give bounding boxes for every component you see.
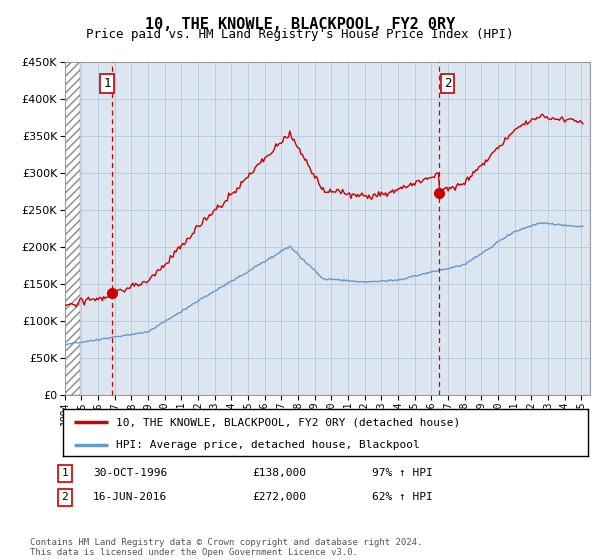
Bar <box>65 62 80 395</box>
Text: HPI: Average price, detached house, Blackpool: HPI: Average price, detached house, Blac… <box>115 440 419 450</box>
Text: Price paid vs. HM Land Registry's House Price Index (HPI): Price paid vs. HM Land Registry's House … <box>86 28 514 41</box>
Text: 62% ↑ HPI: 62% ↑ HPI <box>372 492 433 502</box>
Text: 2: 2 <box>444 77 451 90</box>
Text: 1: 1 <box>61 468 68 478</box>
Text: 10, THE KNOWLE, BLACKPOOL, FY2 0RY: 10, THE KNOWLE, BLACKPOOL, FY2 0RY <box>145 17 455 32</box>
Text: 30-OCT-1996: 30-OCT-1996 <box>93 468 167 478</box>
Text: 1: 1 <box>103 77 111 90</box>
Text: 16-JUN-2016: 16-JUN-2016 <box>93 492 167 502</box>
Text: 2: 2 <box>61 492 68 502</box>
Text: 10, THE KNOWLE, BLACKPOOL, FY2 0RY (detached house): 10, THE KNOWLE, BLACKPOOL, FY2 0RY (deta… <box>115 417 460 427</box>
Text: £272,000: £272,000 <box>252 492 306 502</box>
Text: Contains HM Land Registry data © Crown copyright and database right 2024.
This d: Contains HM Land Registry data © Crown c… <box>30 538 422 557</box>
Text: 97% ↑ HPI: 97% ↑ HPI <box>372 468 433 478</box>
Text: £138,000: £138,000 <box>252 468 306 478</box>
